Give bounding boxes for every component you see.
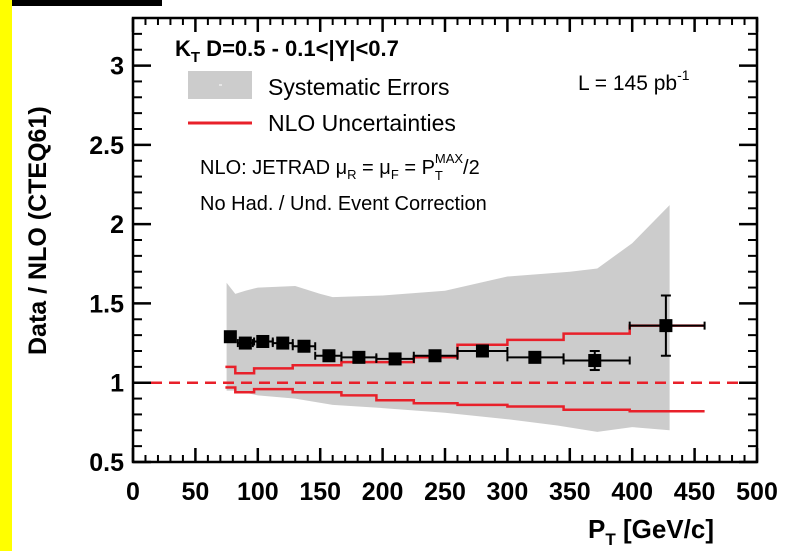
y-tick-label: 3 xyxy=(110,53,124,81)
y-tick-label: 1 xyxy=(110,370,124,398)
y-tick-label: 0.5 xyxy=(89,449,124,477)
data-point-6 xyxy=(340,350,378,364)
x-tick-label: 300 xyxy=(487,478,529,506)
data-point-marker xyxy=(352,350,366,364)
left-yellow-strip xyxy=(0,0,12,551)
data-point-marker xyxy=(276,336,290,350)
y-tick-label: 2 xyxy=(110,211,124,239)
y-tick-label: 1.5 xyxy=(89,290,124,318)
legend-nlo-label: NLO Uncertainties xyxy=(268,110,456,136)
data-point-0 xyxy=(223,330,237,344)
x-tick-label: 500 xyxy=(736,478,778,506)
x-tick-label: 350 xyxy=(549,478,591,506)
data-point-marker xyxy=(322,349,336,363)
nlo-annotation: NLO: JETRAD μR = μF = PTMAX/2 xyxy=(200,151,480,183)
chart-title: KT D=0.5 - 0.1<|Y|<0.7 xyxy=(175,36,399,66)
data-point-11 xyxy=(562,350,631,372)
data-point-marker xyxy=(428,349,442,363)
data-point-1 xyxy=(236,336,254,350)
x-tick-label: 450 xyxy=(674,478,716,506)
data-point-4 xyxy=(291,339,317,353)
x-tick-label: 100 xyxy=(237,478,279,506)
systematic-error-band xyxy=(226,205,670,432)
top-black-bar xyxy=(12,0,162,6)
data-point-marker xyxy=(297,339,311,353)
x-axis-title: PT [GeV/c] xyxy=(588,514,714,549)
data-point-12 xyxy=(628,294,706,357)
y-axis-title: Data / NLO (CTEQ61) xyxy=(24,106,52,355)
legend-systematic-label: Systematic Errors xyxy=(268,74,449,100)
data-point-marker xyxy=(475,344,489,358)
x-tick-label: 0 xyxy=(126,478,140,506)
data-point-7 xyxy=(375,352,415,366)
data-point-2 xyxy=(253,334,274,348)
x-tick-label: 50 xyxy=(181,478,209,506)
data-point-marker xyxy=(388,352,402,366)
y-tick-label: 2.5 xyxy=(89,132,124,160)
x-tick-label: 150 xyxy=(299,478,341,506)
x-tick-label: 400 xyxy=(611,478,653,506)
data-point-marker xyxy=(588,354,602,368)
data-point-5 xyxy=(314,349,343,363)
no-correction-annotation: No Had. / Und. Event Correction xyxy=(200,193,487,215)
data-point-marker xyxy=(256,334,270,348)
data-point-9 xyxy=(456,344,509,358)
data-point-8 xyxy=(412,349,459,363)
x-tick-label: 250 xyxy=(424,478,466,506)
nlo-lower-line xyxy=(225,386,705,413)
data-point-10 xyxy=(506,350,565,364)
data-point-marker xyxy=(659,319,673,333)
data-point-marker xyxy=(238,336,252,350)
x-tick-label: 200 xyxy=(362,478,404,506)
data-point-marker xyxy=(223,330,237,344)
luminosity-label: L = 145 pb-1 xyxy=(578,67,690,95)
data-point-marker xyxy=(528,350,542,364)
